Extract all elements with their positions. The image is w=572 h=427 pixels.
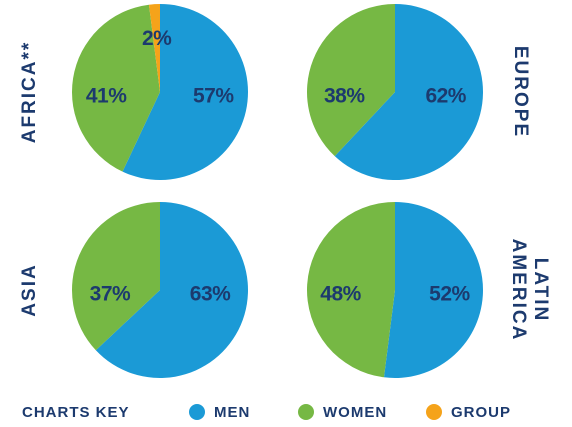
data-label: 41% <box>86 85 127 108</box>
data-label: 38% <box>324 85 365 108</box>
legend-swatch <box>189 404 205 420</box>
data-label: 37% <box>90 283 131 306</box>
legend-label: MEN <box>214 404 250 421</box>
data-label: 48% <box>320 283 361 306</box>
region-label: LATIN <box>530 258 551 323</box>
pie-slice <box>383 202 483 378</box>
pie-slice <box>71 4 160 172</box>
legend-swatch <box>426 404 442 420</box>
pie-slice <box>95 202 248 378</box>
pie-slice <box>148 4 160 92</box>
data-label: 62% <box>425 85 466 108</box>
legend-title: CHARTS KEY <box>22 404 130 421</box>
legend-swatch <box>298 404 314 420</box>
pie-slice <box>72 202 160 351</box>
region-label: ASIA <box>19 263 40 316</box>
pie-slice <box>334 4 483 180</box>
region-label: EUROPE <box>510 46 531 138</box>
data-label: 2% <box>142 27 172 50</box>
pie-slice <box>306 202 395 378</box>
data-label: 52% <box>429 283 470 306</box>
region-label: AMERICA <box>508 239 529 342</box>
legend-label: WOMEN <box>323 404 387 421</box>
region-label: AFRICA** <box>19 41 40 144</box>
legend-label: GROUP <box>451 404 511 421</box>
pie-slice <box>307 4 395 157</box>
pie-slice <box>122 4 248 181</box>
data-label: 63% <box>190 283 231 306</box>
data-label: 57% <box>193 85 234 108</box>
